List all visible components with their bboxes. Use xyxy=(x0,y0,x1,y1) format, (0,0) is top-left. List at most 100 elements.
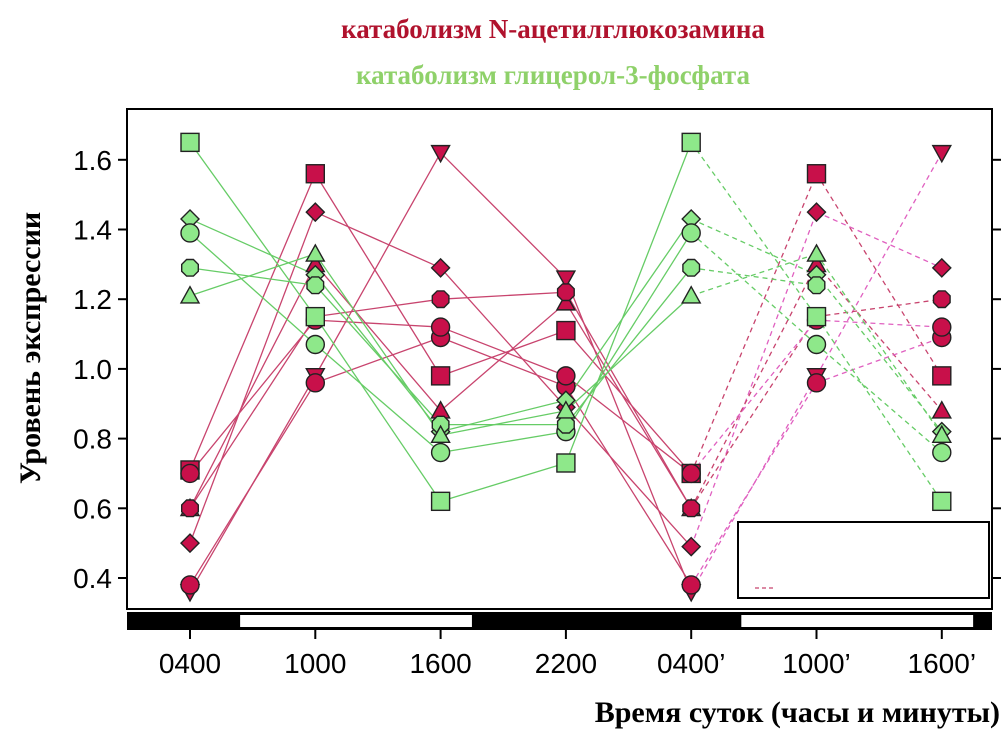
series-line-segment xyxy=(189,267,316,286)
data-point-octagon xyxy=(556,415,575,434)
series-line-segment xyxy=(314,316,442,502)
series-line-segment xyxy=(315,298,441,318)
data-point-octagon xyxy=(682,499,701,518)
data-point-square xyxy=(932,366,952,386)
data-point-square xyxy=(305,164,325,184)
series-line-segment xyxy=(440,152,567,279)
series-line-segment xyxy=(440,336,567,387)
data-point-triangle-up xyxy=(179,285,201,304)
series-line-segment xyxy=(565,278,692,593)
series-line-segment xyxy=(315,319,441,328)
series-line-segment xyxy=(690,375,818,593)
data-point-triangle-up xyxy=(681,285,702,304)
data-point-circle xyxy=(305,334,325,355)
data-point-circle xyxy=(430,442,451,463)
y-axis-ticks: 0.4 0.6 0.8 1.0 1.2 1.4 1.6 xyxy=(73,145,1001,594)
data-point-circle xyxy=(806,373,827,393)
data-point-square xyxy=(932,491,952,512)
series-line-segment xyxy=(189,141,316,318)
chart-title-green: катаболизм глицерол-3-фосфата xyxy=(356,60,750,90)
x-tick-label: 2200 xyxy=(535,648,597,679)
series-line-segment xyxy=(440,462,567,502)
series-line-segment xyxy=(690,264,818,509)
data-point-square xyxy=(806,164,827,184)
data-point-diamond xyxy=(806,202,827,223)
data-point-square xyxy=(430,366,451,386)
series-line-segment xyxy=(565,406,692,548)
data-point-circle xyxy=(806,334,827,355)
series-line-segment xyxy=(315,211,441,269)
x-tick-label: 0400 xyxy=(159,648,221,679)
data-point-square xyxy=(556,320,576,341)
data-point-triangle-up xyxy=(806,243,827,262)
data-point-square xyxy=(806,306,827,327)
data-point-circle xyxy=(681,223,701,243)
data-point-square xyxy=(430,491,451,512)
data-point-diamond xyxy=(681,536,702,557)
y-tick-label: 1.6 xyxy=(73,145,112,176)
plot-frame xyxy=(126,108,993,610)
series-line-segment xyxy=(440,430,567,454)
series-line-segment xyxy=(816,319,942,328)
data-point-triangle-down xyxy=(555,270,577,289)
y-tick-label: 0.8 xyxy=(73,424,112,455)
data-point-square xyxy=(556,453,576,473)
series-line-segment xyxy=(565,267,692,426)
data-point-diamond xyxy=(931,257,952,278)
series-line-segment xyxy=(189,218,316,276)
y-tick-label: 1.2 xyxy=(73,284,112,315)
series-line-segment xyxy=(315,336,441,384)
series-line-segment xyxy=(314,344,442,454)
data-point-triangle-up xyxy=(430,424,451,444)
data-point-square xyxy=(305,306,325,327)
series-line-segment xyxy=(815,316,943,502)
data-point-triangle-up xyxy=(931,424,952,444)
data-point-circle xyxy=(681,575,701,595)
x-tick-label: 1000’ xyxy=(782,648,851,679)
series-line-segment xyxy=(815,253,943,436)
data-point-octagon xyxy=(180,258,200,277)
series-line-segment xyxy=(816,298,942,318)
series-line-segment xyxy=(440,267,567,408)
data-point-circle xyxy=(305,373,325,393)
series-line-segment xyxy=(565,142,692,464)
data-point-triangle-up xyxy=(555,400,577,419)
data-point-circle xyxy=(681,463,701,484)
series-line-segment xyxy=(189,173,316,471)
series-line-segment xyxy=(690,232,817,345)
series-line-segment xyxy=(189,319,316,474)
series-line-segment xyxy=(565,330,692,474)
data-point-octagon xyxy=(807,276,826,295)
series-line-segment xyxy=(440,329,567,377)
series-line-segment xyxy=(815,274,943,433)
series-line-segment xyxy=(816,336,943,384)
x-tick-label: 1600 xyxy=(409,648,471,679)
series-line-segment xyxy=(816,263,943,412)
series-line-segment xyxy=(815,173,943,377)
x-tick-label: 0400’ xyxy=(657,648,726,679)
series-line-segment xyxy=(440,302,567,412)
x-tick-label: 1600’ xyxy=(908,648,977,679)
data-point-circle xyxy=(430,317,451,337)
data-point-circle xyxy=(556,366,576,386)
series-line-segment xyxy=(565,291,692,509)
series-line-segment xyxy=(690,253,817,297)
series-line-segment xyxy=(816,344,943,454)
data-point-triangle-down xyxy=(430,144,451,164)
data-point-circle xyxy=(932,442,952,463)
data-point-triangle-up xyxy=(305,243,326,262)
series-line-segment xyxy=(314,284,442,426)
series-line-segment xyxy=(816,211,943,269)
series-line-segment xyxy=(690,382,818,586)
series-line-segment xyxy=(189,316,316,509)
data-point-triangle-down xyxy=(931,144,952,164)
plot-layer xyxy=(179,132,952,603)
data-point-circle xyxy=(180,575,200,595)
chart-title-red: катаболизм N-ацетилглюкозамина xyxy=(341,14,765,44)
series-line-segment xyxy=(314,173,442,377)
data-point-square xyxy=(180,132,200,153)
series-line-segment xyxy=(189,232,316,345)
data-point-square xyxy=(681,132,701,153)
series-line-segment xyxy=(691,267,817,286)
